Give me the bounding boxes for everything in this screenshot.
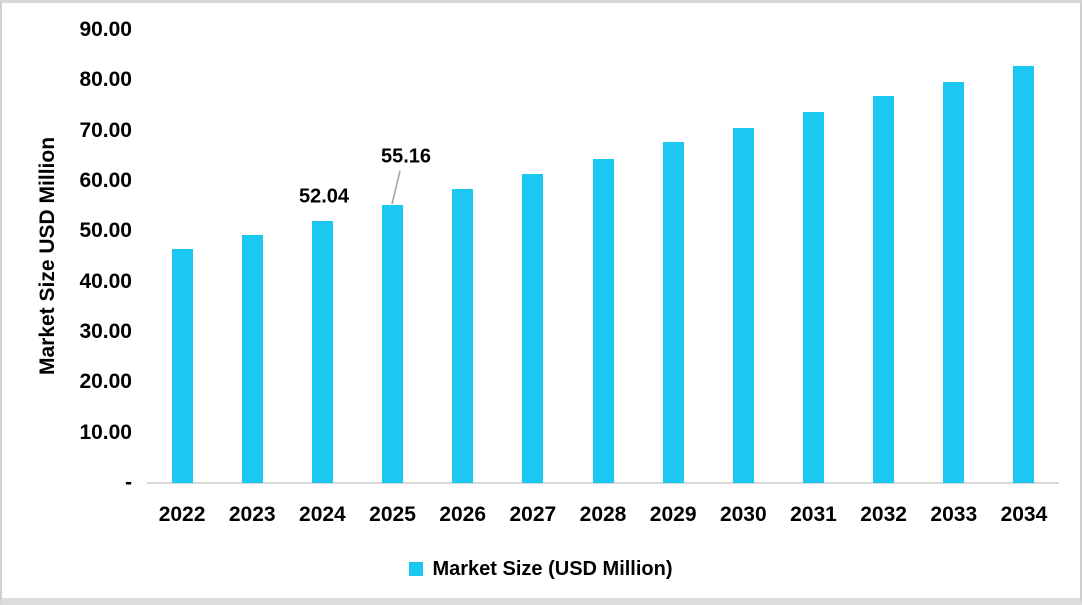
bar-2032	[873, 96, 895, 483]
bar-2034	[1013, 65, 1035, 483]
data-label-2024: 52.04	[298, 185, 350, 208]
x-tick-label-2034: 2034	[1000, 503, 1048, 526]
y-tick-label: 40.00	[79, 269, 132, 293]
y-tick-label: 70.00	[79, 118, 132, 142]
leader-line	[391, 170, 401, 205]
x-tick-label-2028: 2028	[579, 503, 627, 526]
bar-2027	[522, 174, 544, 483]
legend: Market Size (USD Million)	[2, 557, 1080, 581]
x-tick-label-2030: 2030	[719, 503, 767, 526]
x-tick-label-2023: 2023	[228, 503, 276, 526]
bar-2031	[802, 112, 824, 483]
y-tick-label: 60.00	[79, 169, 132, 192]
bar-2022	[171, 249, 193, 483]
x-tick-label-2025: 2025	[369, 503, 416, 526]
x-tick-label-2032: 2032	[860, 503, 907, 526]
bar-2030	[732, 128, 754, 483]
x-axis-line	[147, 482, 1059, 484]
y-tick-label: -	[125, 471, 132, 494]
y-tick-label: 80.00	[79, 68, 132, 92]
bar-2029	[662, 142, 684, 483]
legend-label: Market Size (USD Million)	[432, 558, 673, 580]
y-tick-label: 50.00	[79, 219, 132, 243]
x-tick-label-2022: 2022	[158, 503, 206, 526]
data-label-2025: 55.16	[380, 145, 432, 168]
bar-2024	[311, 221, 333, 483]
x-tick-label-2027: 2027	[509, 503, 557, 526]
x-tick-label-2026: 2026	[439, 503, 487, 526]
bar-2025	[382, 205, 404, 483]
bar-2028	[592, 158, 614, 483]
bar-2026	[452, 189, 474, 483]
y-tick-label: 30.00	[79, 320, 132, 343]
bar-2023	[241, 235, 263, 483]
y-tick-label: 20.00	[79, 370, 132, 394]
x-tick-label-2024: 2024	[299, 503, 346, 526]
y-tick-label: 10.00	[79, 420, 132, 444]
legend-swatch-icon	[409, 562, 424, 576]
y-tick-label: 90.00	[79, 18, 132, 41]
x-tick-label-2029: 2029	[649, 503, 697, 526]
x-tick-label-2031: 2031	[790, 503, 837, 526]
bar-2033	[943, 82, 965, 483]
x-tick-label-2033: 2033	[930, 503, 978, 526]
